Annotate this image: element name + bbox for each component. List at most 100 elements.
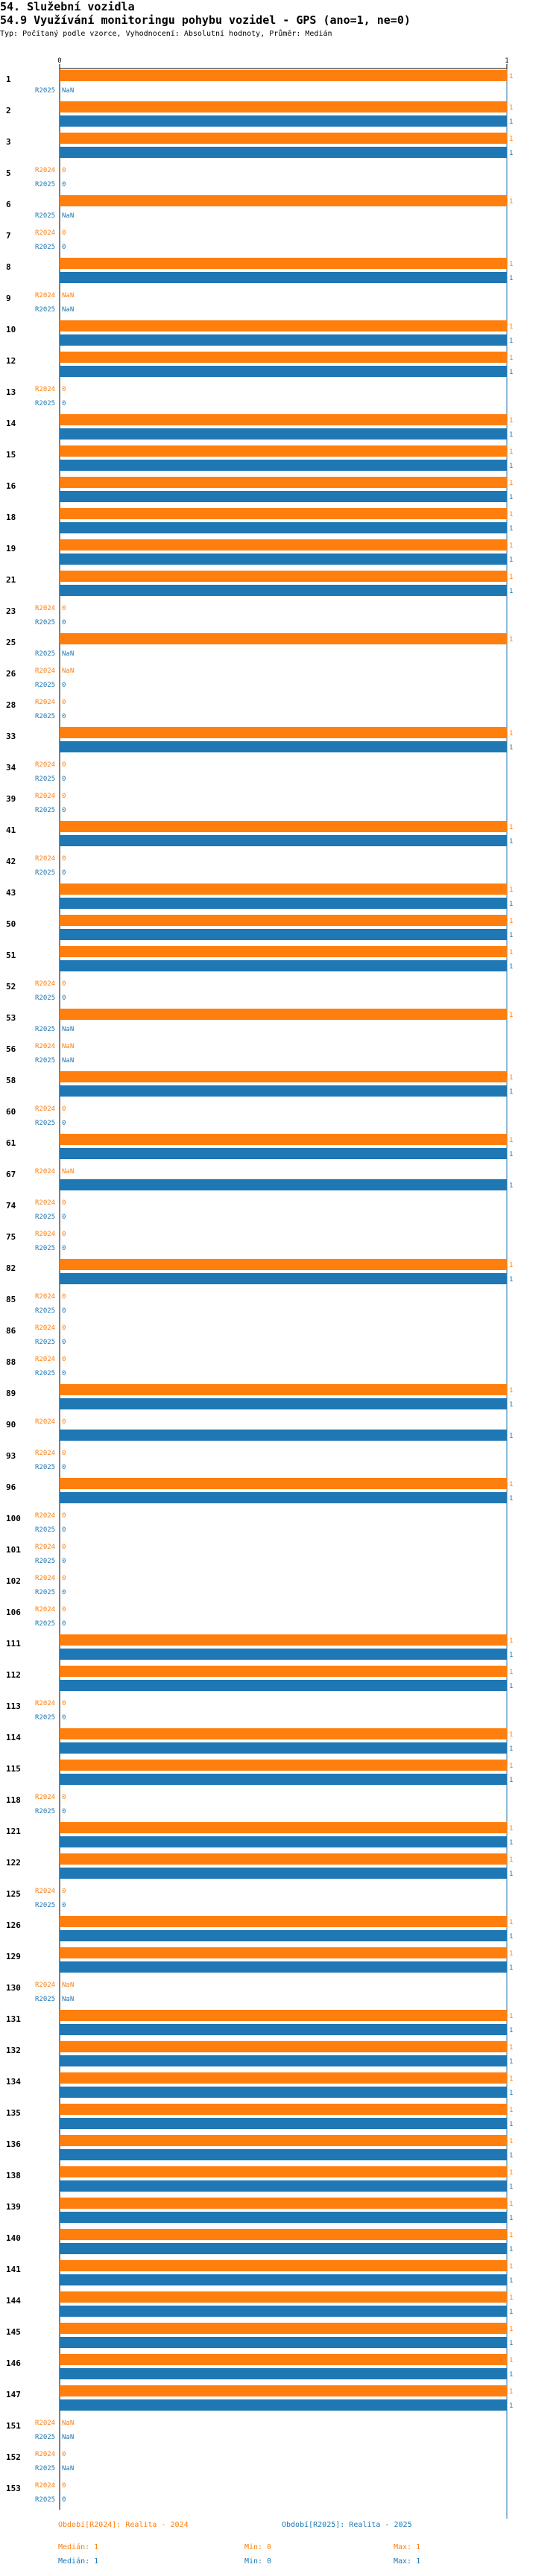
bar-r2025 xyxy=(60,460,507,471)
bar-r2024 xyxy=(60,1071,507,1082)
category-label: 151 xyxy=(6,2421,21,2431)
series-label: R2025 xyxy=(35,807,55,814)
value-label: 0 xyxy=(62,167,66,174)
value-label: 1 xyxy=(509,118,513,126)
legend-r2025-median: Medián: 1 xyxy=(58,2557,99,2566)
value-label: 1 xyxy=(509,355,513,362)
series-label: R2024 xyxy=(35,1919,55,1926)
value-label: 1 xyxy=(509,2013,513,2020)
value-label: 1 xyxy=(509,2277,513,2285)
series-label: R2024 xyxy=(35,2420,55,2427)
bar-r2024 xyxy=(60,2291,507,2303)
series-label: R2025 xyxy=(35,1214,55,1221)
value-label: NaN xyxy=(62,2434,74,2441)
bar-r2024 xyxy=(60,946,507,957)
series-label: R2025 xyxy=(35,1026,55,1033)
series-label: R2025 xyxy=(35,1902,55,1909)
series-label: R2025 xyxy=(35,2090,55,2097)
series-label: R2025 xyxy=(35,2183,55,2191)
value-label: 0 xyxy=(62,1888,66,1895)
category-label: 52 xyxy=(6,982,16,992)
value-label: 0 xyxy=(62,1620,66,1628)
value-label: 1 xyxy=(509,1151,513,1158)
value-label: 1 xyxy=(509,636,513,644)
value-label: 1 xyxy=(509,2294,513,2302)
value-label: 1 xyxy=(509,2215,513,2222)
series-label: R2024 xyxy=(35,229,55,237)
bar-r2025 xyxy=(60,929,507,940)
bar-r2024 xyxy=(60,915,507,926)
bar-r2025 xyxy=(60,1774,507,1785)
bar-r2025 xyxy=(60,1398,507,1409)
bar-r2025 xyxy=(60,428,507,440)
value-label: 1 xyxy=(509,2027,513,2034)
bar-r2024 xyxy=(60,2198,507,2209)
category-label: 89 xyxy=(6,1389,16,1398)
value-label: 1 xyxy=(509,730,513,737)
bar-r2024 xyxy=(60,1009,507,1020)
series-label: R2025 xyxy=(35,2402,55,2410)
value-label: 1 xyxy=(509,448,513,456)
series-label: R2024 xyxy=(35,980,55,988)
series-label: R2024 xyxy=(35,761,55,769)
value-label: 0 xyxy=(62,775,66,783)
series-label: R2025 xyxy=(35,463,55,470)
category-label: 139 xyxy=(6,2202,21,2212)
bar-r2025 xyxy=(60,2055,507,2066)
category-label: 34 xyxy=(6,763,16,773)
bar-r2025 xyxy=(60,2368,507,2379)
bar-r2025 xyxy=(60,334,507,346)
value-label: 1 xyxy=(509,1839,513,1847)
category-label: 85 xyxy=(6,1295,16,1304)
bar-r2025 xyxy=(60,553,507,565)
bar-r2025 xyxy=(60,272,507,283)
series-label: R2024 xyxy=(35,1856,55,1864)
series-label: R2025 xyxy=(35,525,55,533)
series-label: R2025 xyxy=(35,1339,55,1346)
series-label: R2024 xyxy=(35,292,55,299)
series-label: R2025 xyxy=(35,1652,55,1659)
category-label: 141 xyxy=(6,2265,21,2274)
series-label: R2024 xyxy=(35,1199,55,1207)
series-label: R2025 xyxy=(35,2434,55,2441)
series-label: R2024 xyxy=(35,1950,55,1958)
series-label: R2025 xyxy=(35,1370,55,1377)
value-label: 1 xyxy=(509,932,513,939)
value-label: 0 xyxy=(62,1794,66,1801)
series-label: R2025 xyxy=(35,869,55,877)
value-label: 1 xyxy=(509,2232,513,2239)
series-label: R2024 xyxy=(35,386,55,393)
series-label: R2024 xyxy=(35,1982,55,1989)
value-label: 1 xyxy=(509,494,513,501)
value-label: 0 xyxy=(62,994,66,1002)
category-label: 50 xyxy=(6,919,16,929)
bar-r2025 xyxy=(60,1868,507,1879)
series-label: R2025 xyxy=(35,2246,55,2253)
category-label: 16 xyxy=(6,481,16,491)
series-label: R2024 xyxy=(35,855,55,863)
series-label: R2024 xyxy=(35,1731,55,1739)
series-label: R2025 xyxy=(35,2465,55,2472)
bar-r2025 xyxy=(60,1273,507,1284)
series-label: R2024 xyxy=(35,1231,55,1238)
value-label: 1 xyxy=(509,2388,513,2396)
series-label: R2024 xyxy=(35,1418,55,1426)
value-label: 1 xyxy=(509,1825,513,1833)
category-label: 135 xyxy=(6,2108,21,2118)
category-label: 88 xyxy=(6,1357,16,1367)
value-label: 1 xyxy=(509,2357,513,2364)
series-label: R2024 xyxy=(35,1512,55,1520)
value-label: NaN xyxy=(62,306,74,314)
bar-r2024 xyxy=(60,1760,507,1771)
value-label: 1 xyxy=(509,744,513,752)
series-label: R2024 xyxy=(35,793,55,800)
bar-r2024 xyxy=(60,1853,507,1865)
series-label: R2025 xyxy=(35,1745,55,1753)
bar-r2024 xyxy=(60,2135,507,2146)
series-label: R2025 xyxy=(35,2496,55,2504)
bar-r2024 xyxy=(60,539,507,551)
category-label: 67 xyxy=(6,1170,16,1179)
value-label: 0 xyxy=(62,793,66,800)
bar-r2024 xyxy=(60,1634,507,1646)
bar-r2025 xyxy=(60,147,507,158)
